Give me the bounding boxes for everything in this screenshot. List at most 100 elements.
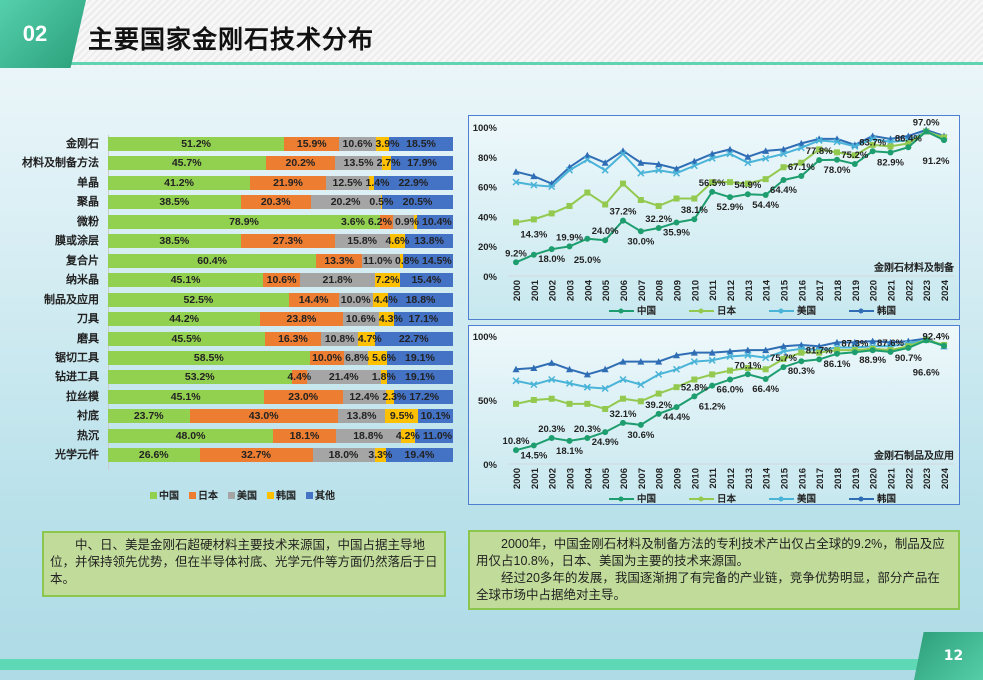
x-tick-label: 2003 (566, 468, 577, 489)
x-tick-label: 2004 (583, 467, 594, 489)
legend-swatch (228, 492, 235, 499)
bar-segment-日本 (284, 137, 340, 151)
data-point (602, 405, 609, 412)
data-point (816, 349, 823, 356)
header-bar (0, 0, 983, 66)
bar-segment-韩国 (367, 350, 388, 365)
bar-segment-其他 (387, 370, 453, 385)
bar-segment-美国 (339, 137, 376, 151)
data-point (512, 365, 520, 373)
data-point (584, 435, 591, 442)
data-point (726, 150, 734, 158)
bar-segment-中国 (108, 253, 317, 268)
legend-label: 韩国 (877, 305, 896, 317)
data-point (655, 358, 663, 365)
data-point (834, 149, 840, 156)
bar-value-label: 1.8% (371, 371, 396, 384)
bar-category-label: 衬底 (77, 409, 99, 423)
data-label: 75.2% (841, 150, 868, 161)
data-label: 24.0% (592, 226, 619, 237)
data-point (851, 160, 858, 167)
bar-category-label: 拉丝模 (66, 389, 99, 403)
bar-value-label: 10.4% (422, 215, 452, 228)
data-point (619, 358, 627, 365)
bar-value-label: 60.4% (197, 254, 227, 267)
bar-value-label: 45.1% (170, 274, 201, 287)
bar-segment-美国 (335, 234, 390, 249)
bar-segment-其他 (391, 156, 453, 171)
x-tick-label: 2018 (833, 468, 844, 489)
data-point (530, 251, 537, 258)
data-point (655, 160, 663, 168)
x-tick-label: 2000 (512, 468, 523, 489)
x-tick-label: 2017 (815, 468, 826, 489)
bar-value-label: 45.7% (171, 157, 202, 170)
line-chart-products: 0% 50% 100% 2000 2001 2002 2003 2004 2005 2006 200… (473, 332, 954, 505)
bar-segment-中国 (108, 137, 285, 151)
bar-segment-美国 (344, 350, 368, 365)
data-label: 81.7% (806, 345, 833, 356)
data-point (673, 404, 680, 411)
data-point (780, 364, 787, 371)
x-tick-label: 2017 (815, 280, 826, 301)
data-point (673, 351, 680, 359)
data-point (798, 349, 805, 356)
legend-label: 美国 (237, 491, 257, 502)
bar-segment-日本 (288, 292, 339, 307)
data-point (851, 349, 858, 356)
bar-category-label: 纳米晶 (66, 273, 99, 287)
data-point (797, 139, 805, 147)
bar-segment-其他 (399, 273, 453, 288)
data-point (816, 356, 823, 363)
x-tick-label: 2010 (690, 280, 701, 301)
y-tick-label: 60% (478, 183, 498, 194)
legend-marker (778, 308, 784, 314)
y-tick-label: 0% (483, 272, 497, 283)
data-label: 78.0% (824, 165, 851, 176)
legend-item: 中国 (150, 487, 179, 502)
bar-segment-韩国 (389, 234, 406, 249)
bar-value-label: 0.9% (395, 215, 419, 228)
x-tick-label: 2010 (690, 468, 701, 489)
bar-segment-日本 (291, 370, 307, 385)
bar-value-label: 10.0% (340, 293, 371, 306)
bar-segment-韩国 (369, 175, 374, 190)
data-point (566, 202, 573, 209)
bar-value-label: 18.5% (406, 138, 436, 150)
data-label: 39.2% (645, 400, 672, 411)
data-point (798, 173, 805, 180)
bar-segment-日本 (273, 428, 336, 443)
bar-segment-美国 (362, 253, 401, 268)
bar-segment-韩国 (375, 137, 390, 151)
data-point (744, 365, 751, 371)
x-tick-label: 2023 (922, 468, 933, 489)
x-tick-label: 2022 (904, 468, 915, 489)
data-point (690, 358, 698, 366)
data-point (727, 376, 733, 383)
x-tick-label: 2011 (708, 467, 719, 488)
data-point (637, 197, 644, 204)
x-tick-label: 2002 (548, 280, 559, 301)
data-point (691, 195, 698, 202)
data-point (691, 393, 698, 400)
bar-value-label: 52.5% (183, 293, 214, 306)
data-point (834, 156, 840, 163)
y-tick-label: 40% (478, 212, 498, 223)
data-point (655, 410, 662, 417)
data-point (673, 165, 680, 172)
data-label: 64.4% (770, 185, 797, 196)
bar-value-label: 41.2% (164, 176, 194, 189)
data-point (869, 141, 876, 148)
bar-segment-其他 (417, 214, 453, 229)
data-point (690, 162, 698, 170)
chart-annotation: 金刚石制品及应用 (873, 449, 954, 462)
data-point (530, 216, 537, 223)
summary-box-left: 中、日、美是金刚石超硬材料主要技术来源国，中国占据主导地位，并保持领先优势，但在… (42, 531, 446, 597)
bar-segment-中国 (108, 448, 200, 463)
data-label: 67.1% (788, 162, 815, 173)
bar-segment-韩国 (385, 409, 419, 424)
bar-segment-韩国 (373, 292, 389, 307)
bar-segment-其他 (388, 292, 453, 307)
bar-segment-美国 (312, 448, 375, 463)
bar-value-label: 16.3% (278, 332, 308, 345)
